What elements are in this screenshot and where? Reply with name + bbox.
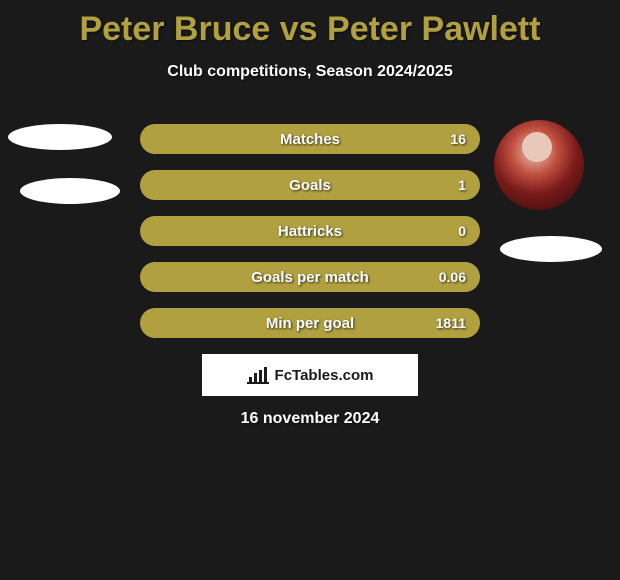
stat-bar-label: Goals per match	[251, 269, 369, 286]
stat-bar: Hattricks 0	[140, 216, 480, 246]
stat-bar: Goals 1	[140, 170, 480, 200]
stat-bar: Min per goal 1811	[140, 308, 480, 338]
stat-bar-value-right: 16	[450, 131, 466, 147]
stat-bar-label: Goals	[289, 177, 331, 194]
stat-bar-label: Matches	[280, 131, 340, 148]
stat-bar-value-right: 0	[458, 223, 466, 239]
stat-bar-value-right: 0.06	[439, 269, 466, 285]
stat-bar-value-right: 1811	[436, 315, 466, 331]
stat-bar-label: Min per goal	[266, 315, 354, 332]
comparison-subtitle: Club competitions, Season 2024/2025	[0, 63, 620, 81]
player-avatar-right	[494, 120, 584, 210]
stat-bar-label: Hattricks	[278, 223, 342, 240]
source-badge-text: FcTables.com	[275, 367, 374, 384]
stat-bar: Matches 16	[140, 124, 480, 154]
snapshot-date: 16 november 2024	[0, 410, 620, 428]
chart-icon	[247, 366, 269, 384]
decorative-oval	[8, 124, 112, 150]
stat-bar-value-right: 1	[458, 177, 466, 193]
stat-bar: Goals per match 0.06	[140, 262, 480, 292]
stat-bars: Matches 16 Goals 1 Hattricks 0 Goals per match…	[140, 124, 480, 354]
decorative-oval	[500, 236, 602, 262]
decorative-oval	[20, 178, 120, 204]
source-badge[interactable]: FcTables.com	[202, 354, 418, 396]
comparison-title: Peter Bruce vs Peter Pawlett	[0, 0, 620, 49]
